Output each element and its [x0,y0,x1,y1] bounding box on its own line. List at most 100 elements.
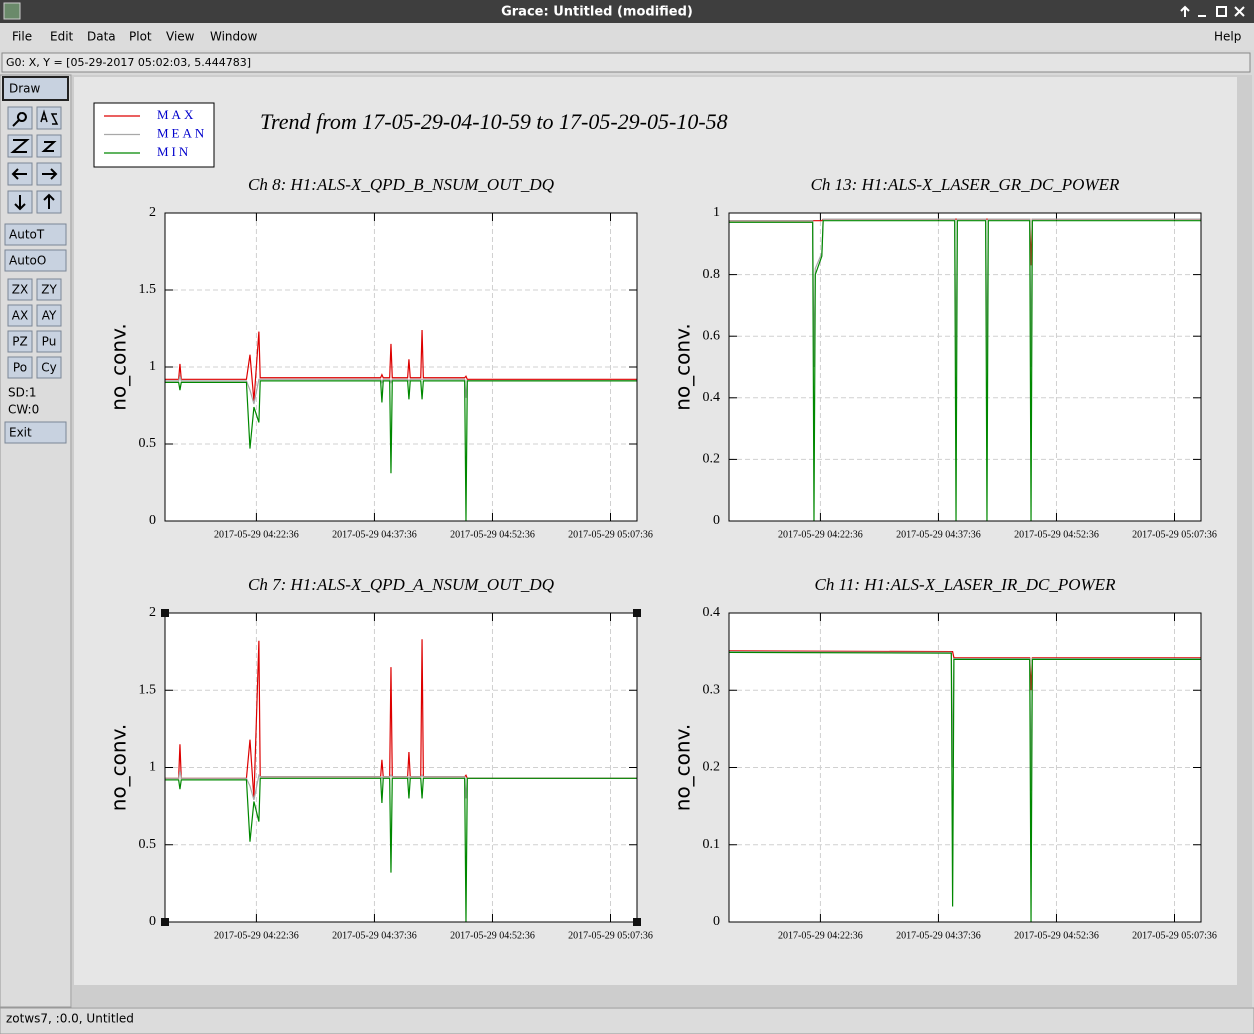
window-title: Grace: Untitled (modified) [501,5,693,20]
chart-title: Ch 11: H1:ALS-X_LASER_IR_DC_POWER [815,575,1117,594]
x-tick-label: 2017-05-29 04:22:36 [214,529,299,540]
handle [633,609,641,617]
y-tick-label: 1.5 [139,682,157,697]
x-tick-label: 2017-05-29 05:07:36 [568,930,653,941]
right-icon [42,168,58,180]
y-tick-label: 0.5 [139,837,157,852]
series-line [165,770,637,801]
close-button[interactable] [1234,6,1245,17]
menu-item[interactable]: Help [1214,30,1241,44]
tool-button[interactable] [36,278,62,301]
menu-item[interactable]: Plot [129,30,152,44]
legend-label: MAX [157,107,196,122]
plot: Ch 13: H1:ALS-X_LASER_GR_DC_POWER no_conv… [671,175,1217,540]
series-line [165,380,637,522]
x-tick-label: 2017-05-29 04:52:36 [1014,529,1099,540]
app-icon [3,2,21,20]
y-tick-label: 0.5 [139,436,157,451]
handle [161,918,169,926]
series-line [165,374,637,405]
draw-button[interactable] [2,76,69,101]
x-tick-label: 2017-05-29 04:52:36 [1014,930,1099,941]
y-tick-label: 0 [713,914,720,929]
x-tick-label: 2017-05-29 05:07:36 [1132,930,1217,941]
y-tick-label: 0.4 [703,390,721,405]
autot-button[interactable] [4,223,67,246]
tool-button-label: ZX [12,283,28,297]
small-buttons: ZX ZY AX AY PZ Pu Po Cy [7,278,62,379]
y-tick-label: 1 [149,359,156,374]
series-line [729,220,1201,522]
tool-button[interactable] [7,330,33,353]
tool-button[interactable] [36,330,62,353]
legend-label: MEAN [157,125,207,140]
sd-label: SD:1 [8,386,37,400]
footer-text: zotws7, :0.0, Untitled [6,1012,134,1026]
x-tick-label: 2017-05-29 05:07:36 [568,529,653,540]
menu-item[interactable]: Edit [50,30,74,44]
y-tick-label: 1.5 [139,282,157,297]
tool-button[interactable] [7,356,33,379]
autoscale-button[interactable] [36,106,62,130]
x-tick-label: 2017-05-29 05:07:36 [1132,529,1217,540]
autoo-button[interactable] [4,249,67,272]
y-tick-label: 0 [149,513,156,528]
maximize-button[interactable] [1216,6,1227,17]
plot-frame [164,212,638,522]
cw-label: CW:0 [8,403,39,417]
zoom-button[interactable] [7,106,33,130]
menu-item[interactable]: Data [87,30,116,44]
series-line [728,651,1201,923]
x-tick-label: 2017-05-29 04:22:36 [778,529,863,540]
y-tick-label: 2 [149,205,156,220]
y-tick-label: 0 [713,513,720,528]
x-tick-label: 2017-05-29 04:22:36 [214,930,299,941]
plot-frame [728,612,1202,923]
exit-label: Exit [9,426,32,440]
tool-button[interactable] [7,278,33,301]
raise-button[interactable] [1180,5,1190,17]
locator-text: G0: X, Y = [05-29-2017 05:02:03, 5.44478… [6,56,251,69]
autoo-label: AutoO [9,254,46,268]
x-tick-label: 2017-05-29 04:22:36 [778,930,863,941]
series-line [165,777,637,923]
plot-frame [164,612,638,923]
y-axis-label: no_conv. [671,323,695,410]
x-tick-label: 2017-05-29 04:37:36 [332,930,417,941]
x-tick-label: 2017-05-29 04:52:36 [450,529,535,540]
y-tick-label: 0.3 [703,682,721,697]
plot: Ch 8: H1:ALS-X_QPD_B_NSUM_OUT_DQ no_conv.… [107,175,653,540]
tool-button-label: ZY [41,283,57,297]
y-tick-label: 2 [149,605,156,620]
tool-button[interactable] [7,304,33,327]
y-axis-label: no_conv. [107,323,131,410]
chart-title: Ch 13: H1:ALS-X_LASER_GR_DC_POWER [811,175,1120,194]
menu-item[interactable]: Window [210,30,258,44]
tool-button[interactable] [36,356,62,379]
tool-button-label: Po [13,361,27,375]
tool-button[interactable] [36,304,62,327]
zoom-icon [12,112,27,127]
x-tick-label: 2017-05-29 04:37:36 [896,930,981,941]
y-tick-label: 0.4 [703,605,721,620]
plot-area [729,213,1201,521]
menu-item[interactable]: View [166,30,195,44]
autoscale-icon [40,109,59,125]
tool-button-label: Cy [41,361,56,375]
zoom-in-icon [10,139,30,153]
exit-button[interactable] [4,421,67,444]
tool-button-label: Pu [42,335,57,349]
y-tick-label: 0.6 [703,328,721,343]
locator-field [1,52,1251,73]
menu-item[interactable]: File [12,30,32,44]
y-tick-label: 0.2 [703,452,721,467]
x-tick-label: 2017-05-29 04:37:36 [896,529,981,540]
plot-frame [728,212,1202,522]
y-axis-label: no_conv. [107,724,131,811]
x-tick-label: 2017-05-29 04:37:36 [332,529,417,540]
down-icon [14,195,26,211]
handle [161,609,169,617]
up-icon [43,193,55,209]
